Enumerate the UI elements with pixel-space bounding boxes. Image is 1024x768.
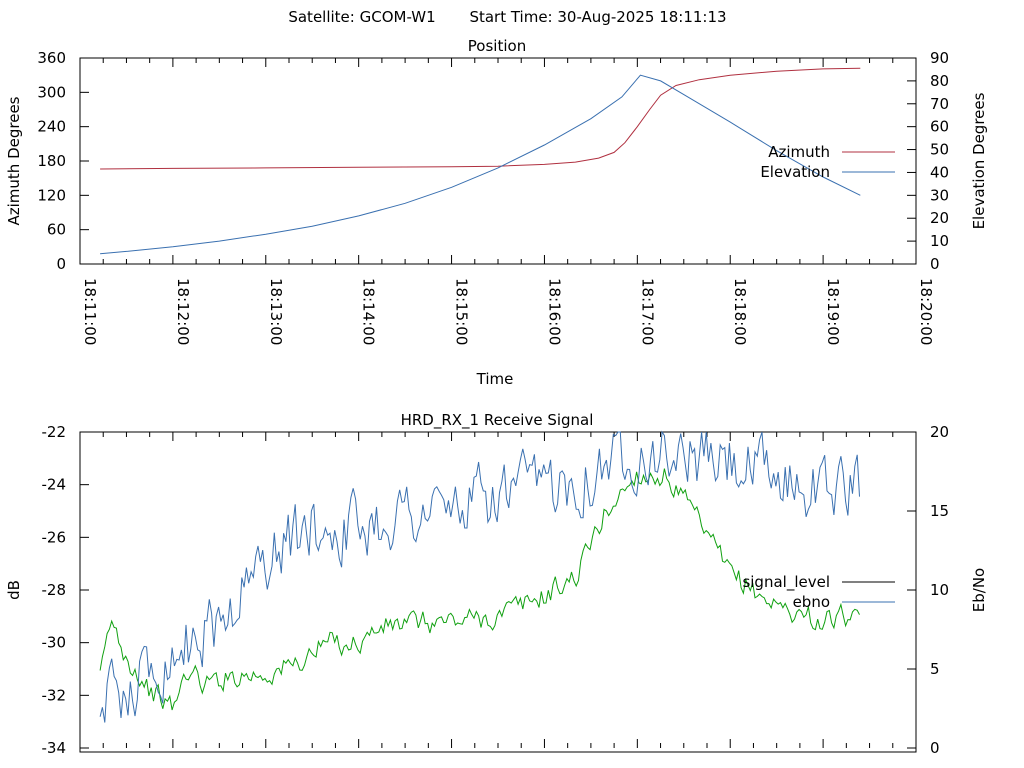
legend-label: ebno	[793, 593, 830, 611]
x-tick-label: 18:20:00	[917, 278, 935, 345]
y2-tick-label: 5	[930, 660, 940, 678]
y2-tick-label: 15	[930, 502, 949, 520]
legend-label: Elevation	[760, 163, 830, 181]
y-tick-label: 0	[56, 255, 66, 273]
receive-signal-chart-title: HRD_RX_1 Receive Signal	[401, 411, 594, 430]
y-tick-label: -26	[42, 528, 67, 546]
series-line-ebno	[99, 430, 860, 723]
y2-tick-label: 10	[930, 581, 949, 599]
series-line-Elevation	[100, 74, 861, 255]
y2-tick-label: 70	[930, 95, 949, 113]
legend-label: signal_level	[742, 573, 830, 592]
x-tick-label: 18:15:00	[453, 278, 471, 345]
x-tick-label: 18:12:00	[174, 278, 192, 345]
x-tick-label: 18:19:00	[824, 278, 842, 345]
y2-tick-label: 40	[930, 163, 949, 181]
y2-tick-label: 90	[930, 49, 949, 67]
position-chart-title: Position	[468, 37, 526, 55]
signal-plot-frame	[79, 431, 917, 753]
elevation-axis-label: Elevation Degrees	[970, 92, 988, 229]
y2-tick-label: 10	[930, 232, 949, 250]
y-tick-label: -34	[42, 739, 67, 757]
y2-tick-label: 30	[930, 186, 949, 204]
y-tick-label: 180	[37, 152, 66, 170]
position-plot-frame	[79, 57, 917, 265]
position-legend: Azimuth Elevation	[760, 143, 895, 181]
y-tick-label: 300	[37, 83, 66, 101]
start-time-label: Start Time: 30-Aug-2025 18:11:13	[469, 8, 726, 26]
y2-tick-label: 80	[930, 72, 949, 90]
x-tick-label: 18:16:00	[545, 278, 563, 345]
y-tick-label: 120	[37, 186, 66, 204]
x-tick-label: 18:13:00	[267, 278, 285, 345]
y2-tick-label: 0	[930, 255, 940, 273]
y-tick-label: -24	[42, 476, 67, 494]
x-tick-label: 18:17:00	[638, 278, 656, 345]
position-chart: Position Azimuth Degrees Elevation Degre…	[5, 37, 988, 388]
y-tick-label: -28	[42, 581, 67, 599]
series-line-signal_level	[99, 468, 860, 711]
satellite-label: Satellite: GCOM-W1	[288, 8, 435, 26]
y-tick-label: -32	[42, 686, 67, 704]
db-axis-label: dB	[5, 580, 23, 600]
x-tick-label: 18:14:00	[360, 278, 378, 345]
x-tick-label: 18:11:00	[81, 278, 99, 345]
x-tick-label: 18:18:00	[731, 278, 749, 345]
ebno-axis-label: Eb/No	[970, 568, 988, 612]
series-line-Azimuth	[100, 67, 861, 170]
y-tick-label: -22	[42, 423, 67, 441]
y2-tick-label: 20	[930, 423, 949, 441]
y2-tick-label: 20	[930, 209, 949, 227]
y-tick-label: -30	[42, 634, 67, 652]
legend-label: Azimuth	[768, 143, 830, 161]
azimuth-axis-label: Azimuth Degrees	[5, 96, 23, 225]
y-tick-label: 60	[47, 221, 66, 239]
y2-tick-label: 50	[930, 141, 949, 159]
y2-tick-label: 60	[930, 118, 949, 136]
receive-signal-chart: HRD_RX_1 Receive Signal dB Eb/No -22 -24 -…	[5, 411, 988, 757]
y2-tick-label: 0	[930, 739, 940, 757]
y-tick-label: 240	[37, 118, 66, 136]
time-axis-label: Time	[476, 370, 514, 388]
y-tick-label: 360	[37, 49, 66, 67]
